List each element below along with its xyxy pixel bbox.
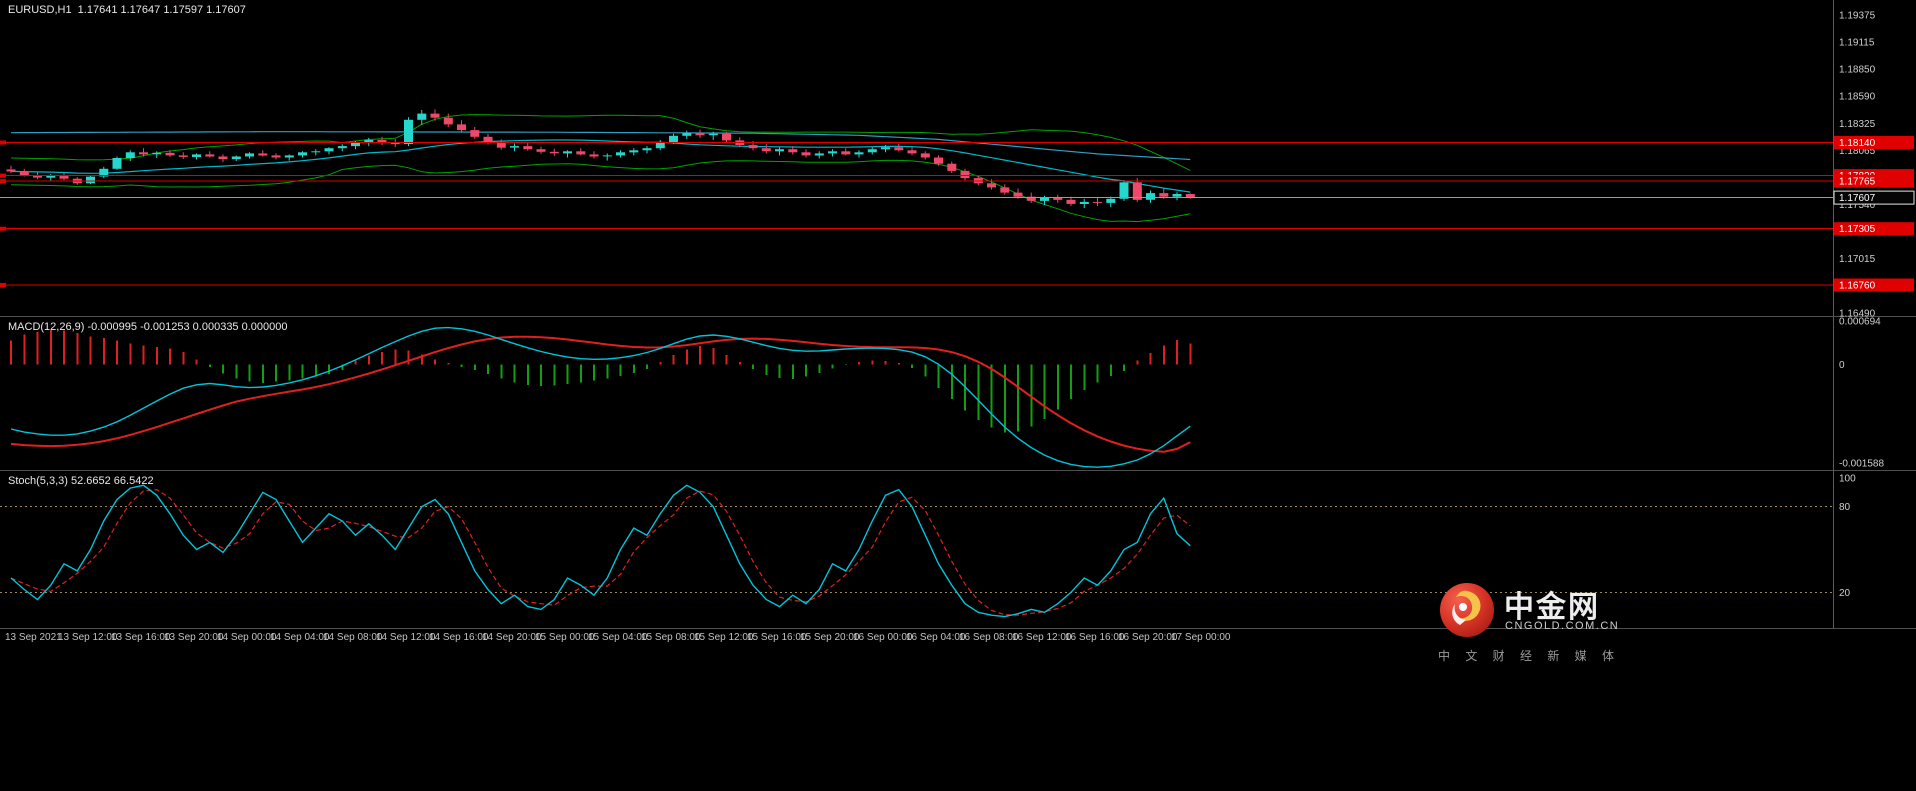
time-axis-label: 13 Sep 20:00: [164, 632, 224, 643]
time-axis-label: 16 Sep 16:00: [1065, 632, 1125, 643]
price-tick-label: 1.18850: [1839, 65, 1876, 76]
macd-tick-label: -0.001588: [1839, 459, 1884, 470]
svg-text:1.17305: 1.17305: [1839, 224, 1876, 235]
macd-tick-label: 0.000694: [1839, 317, 1881, 328]
time-axis-label: 15 Sep 08:00: [641, 632, 701, 643]
time-axis-label: 15 Sep 04:00: [588, 632, 648, 643]
time-axis-label: 14 Sep 08:00: [323, 632, 383, 643]
time-axis-label: 14 Sep 04:00: [270, 632, 330, 643]
candles-layer: [6, 109, 1195, 209]
stoch-k-line: [10, 484, 1191, 618]
bollinger-bands: [10, 114, 1191, 223]
time-axis-label: 16 Sep 08:00: [959, 632, 1019, 643]
price-tick-label: 1.19115: [1839, 37, 1875, 48]
time-axis-label: 15 Sep 16:00: [747, 632, 807, 643]
ma-trend-line: [10, 131, 1191, 161]
stoch-tick-label: 100: [1839, 474, 1856, 485]
hline-price-tag: 1.16760: [1834, 278, 1914, 292]
current-price-tag: 1.17607: [1833, 190, 1915, 205]
macd-main-line: [10, 326, 1191, 468]
time-axis-label: 15 Sep 20:00: [800, 632, 860, 643]
price-scale[interactable]: 1.19375 1.19115 1.18850 1.18590 1.18325 1.180…: [1833, 0, 1916, 628]
macd-tick-label: 0: [1839, 360, 1845, 371]
stoch-tick-label: 80: [1839, 502, 1851, 513]
svg-text:1.17607: 1.17607: [1839, 193, 1876, 204]
time-axis-label: 13 Sep 2021: [5, 632, 62, 643]
price-tick-label: 1.16490: [1839, 308, 1876, 319]
price-scale-labels[interactable]: 1.19375 1.19115 1.18850 1.18590 1.18325 1.180…: [1833, 0, 1916, 628]
time-axis-separator: [0, 628, 1916, 629]
time-axis-label: 16 Sep 20:00: [1118, 632, 1178, 643]
macd-panel[interactable]: MACD(12,26,9) -0.000995 -0.001253 0.0003…: [0, 317, 1833, 470]
price-tick-label: 1.18065: [1839, 146, 1876, 157]
svg-text:1.18140: 1.18140: [1839, 138, 1876, 149]
price-tick-label: 1.17015: [1839, 254, 1876, 265]
price-tick-label: 1.17540: [1839, 200, 1876, 211]
brand-tagline: 中 文 财 经 新 媒 体: [1438, 649, 1621, 663]
stoch-title: Stoch(5,3,3) 52.6652 66.5422: [8, 475, 154, 487]
panel-separator[interactable]: [0, 316, 1916, 317]
macd-chart[interactable]: [0, 317, 1833, 470]
svg-text:1.16760: 1.16760: [1839, 281, 1876, 292]
price-chart-panel[interactable]: EURUSD,H1 1.17641 1.17647 1.17597 1.1760…: [0, 0, 1833, 316]
time-axis[interactable]: 13 Sep 2021 13 Sep 12:00 13 Sep 16:00 13 Se…: [0, 629, 1916, 649]
time-axis-label: 17 Sep 00:00: [1171, 632, 1231, 643]
panel-separator[interactable]: [0, 470, 1916, 471]
cngold-watermark: 中金网 CNGOLD.COM.CN 中 文 财 经 新 媒 体: [1438, 581, 1668, 671]
svg-text:1.17765: 1.17765: [1839, 177, 1876, 188]
hline-price-tag: 1.18140: [1834, 136, 1914, 149]
ma-fast-line: [10, 139, 1191, 193]
symbol-ohlc-title: EURUSD,H1 1.17641 1.17647 1.17597 1.1760…: [8, 4, 246, 16]
stoch-d-line: [10, 488, 1191, 616]
brand-name: 中金网: [1504, 591, 1600, 624]
hline-price-tag: 1.17765: [1834, 174, 1914, 188]
time-axis-label: 13 Sep 12:00: [58, 632, 118, 643]
time-axis-label: 14 Sep 16:00: [429, 632, 489, 643]
time-axis-label: 16 Sep 04:00: [906, 632, 966, 643]
stoch-tick-label: 20: [1839, 588, 1851, 599]
cngold-logo-icon: [1440, 583, 1494, 637]
horizontal-support-lines: [0, 140, 1833, 287]
macd-signal-line: [10, 335, 1191, 453]
time-axis-label: 13 Sep 16:00: [111, 632, 171, 643]
hline-price-tag: 1.17305: [1834, 222, 1914, 236]
time-axis-label: 15 Sep 12:00: [694, 632, 754, 643]
price-tick-label: 1.18325: [1839, 119, 1876, 130]
time-axis-label: 16 Sep 00:00: [853, 632, 913, 643]
time-axis-label: 14 Sep 12:00: [376, 632, 436, 643]
time-axis-label: 16 Sep 12:00: [1012, 632, 1072, 643]
candlestick-chart[interactable]: [0, 0, 1833, 316]
price-tick-label: 1.18590: [1839, 92, 1876, 103]
brand-domain: CNGOLD.COM.CN: [1505, 620, 1620, 632]
time-axis-label: 14 Sep 20:00: [482, 632, 542, 643]
price-tick-label: 1.19375: [1839, 11, 1876, 22]
stochastic-panel[interactable]: Stoch(5,3,3) 52.6652 66.5422: [0, 471, 1833, 628]
macd-title: MACD(12,26,9) -0.000995 -0.001253 0.0003…: [8, 321, 288, 333]
time-axis-label: 15 Sep 00:00: [535, 632, 595, 643]
time-axis-label: 14 Sep 00:00: [217, 632, 277, 643]
stochastic-chart[interactable]: [0, 471, 1833, 628]
